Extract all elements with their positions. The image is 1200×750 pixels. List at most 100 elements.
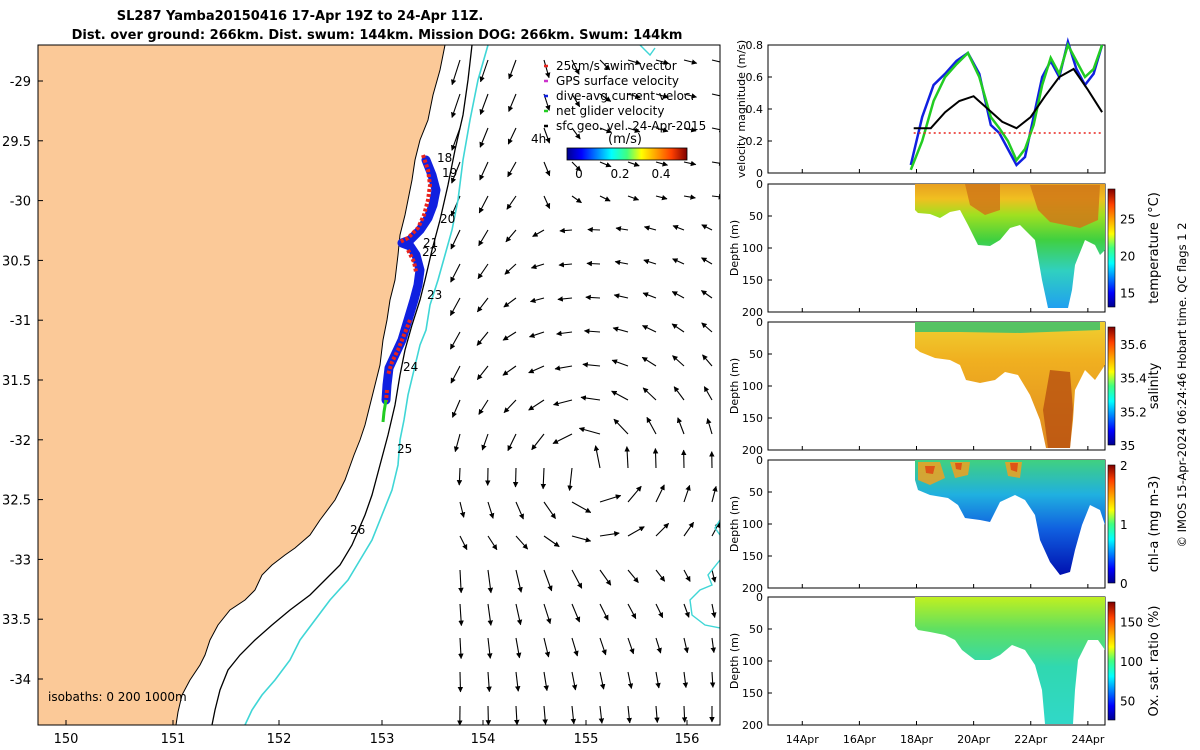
velocity-arrow [512, 467, 519, 488]
map-y-tick-label: -32 [10, 434, 31, 449]
isobath-1000m [244, 45, 489, 725]
velocity-arrow [711, 194, 720, 200]
velocity-arrow [682, 671, 689, 689]
velocity-arrow [655, 484, 665, 503]
chlorophyll-field [915, 460, 1105, 575]
velocity-arrow [642, 325, 657, 333]
isobath-0m [175, 45, 446, 725]
map-panel: 150 151 152 153 154 155 156 -29 29.5 -30 30.5 -31 3… [2, 44, 721, 747]
oxygen-section [767, 596, 1106, 726]
velocity-arrow [599, 531, 620, 537]
title-line-1: SL287 Yamba20150416 17-Apr 19Z to 24-Apr… [117, 9, 484, 24]
velocity-arrow [571, 59, 580, 75]
velocity-arrow [641, 356, 657, 367]
velocity-ylabel: velocity magnitude (m/s) [735, 40, 748, 178]
velocity-arrow [627, 127, 641, 133]
map-y-tick-label: -34 [10, 673, 31, 688]
depth-y-tick-label: 150 [742, 550, 763, 563]
depth-y-tick-label: 150 [742, 274, 763, 287]
velocity-arrow [571, 535, 592, 543]
velocity-arrow [504, 263, 517, 275]
map-x-tick-label: 154 [471, 732, 496, 747]
map-y-tick-label: 33.5 [2, 613, 31, 628]
salinity-low-surface [915, 322, 1100, 333]
section-colorbar-tick: 2 [1120, 459, 1128, 473]
velocity-series-line [909, 37, 1104, 168]
velocity-arrow [710, 637, 717, 654]
velocity-arrow [683, 127, 697, 133]
map-y-tick-label: 29.5 [2, 135, 31, 150]
depth-section-panels [767, 183, 1106, 726]
velocity-arrow [652, 447, 659, 469]
velocity-arrow [479, 59, 489, 83]
velocity-arrow [515, 535, 529, 550]
depth-y-tick-label: 100 [742, 242, 763, 255]
velocity-arrow [528, 365, 545, 374]
depth-y-tick-label: 100 [742, 380, 763, 393]
velocity-arrow [701, 257, 713, 265]
time-tick-label: 16Apr [843, 733, 877, 746]
velocity-arrow [557, 296, 573, 302]
velocity-arrow [528, 399, 545, 411]
velocity-arrow [655, 161, 669, 167]
velocity-arrow [709, 671, 716, 688]
velocity-arrow [450, 365, 461, 384]
velocity-arrow [449, 297, 461, 316]
velocity-arrow [450, 59, 461, 86]
velocity-arrow [681, 705, 688, 723]
velocity-y-tick-label: 0.8 [746, 39, 764, 52]
velocity-arrow [613, 418, 629, 435]
section-colorbar-tick: 15 [1120, 286, 1135, 300]
time-tick-label: 18Apr [900, 733, 934, 746]
velocity-arrow [506, 195, 517, 210]
section-colorbar-tick: 35.4 [1120, 372, 1147, 386]
velocity-arrow [505, 229, 517, 243]
velocity-arrow [487, 569, 494, 594]
velocity-arrow [571, 93, 581, 108]
velocity-arrow [683, 484, 691, 503]
velocity-arrow-field [449, 59, 720, 725]
track-day-label: 24 [403, 360, 418, 374]
velocity-arrow [552, 433, 573, 444]
velocity-arrow [711, 569, 717, 583]
velocity-arrow [508, 93, 517, 112]
speed-colorbar-tick: 0 [575, 167, 583, 181]
velocity-arrow [502, 331, 517, 341]
velocity-arrow [643, 225, 657, 231]
velocity-arrow [643, 258, 657, 265]
velocity-series-line [909, 41, 1104, 171]
speed-colorbar [566, 147, 688, 161]
velocity-arrow [701, 322, 713, 333]
velocity-arrow [458, 569, 464, 594]
dive-avg-track [381, 155, 441, 405]
track-day-label: 18 [437, 151, 452, 165]
swim-vector-track-south [384, 249, 418, 403]
depth-ylabel: Depth (m) [728, 358, 741, 414]
velocity-arrow [671, 291, 685, 299]
velocity-arrow [449, 331, 461, 350]
velocity-arrow [479, 93, 489, 116]
section-colorbar-label: temperature (°C) [1147, 192, 1162, 304]
velocity-arrow [478, 195, 489, 214]
credit-line: © IMOS 15-Apr-2024 06:24:46 Hobart time.… [1175, 222, 1189, 547]
map-x-tick-label: 152 [267, 732, 292, 747]
depth-y-tick-label: 50 [749, 348, 763, 361]
section-colorbar-tick: 50 [1120, 694, 1135, 708]
velocity-arrow [642, 292, 657, 299]
hour-label: 4h [531, 132, 546, 146]
velocity-arrow [711, 59, 720, 65]
legend-label: sfc geo. vel. 24-Apr-2015 [556, 119, 706, 133]
depth-y-tick-label: 200 [742, 582, 763, 595]
velocity-arrow [683, 59, 698, 65]
depth-y-tick-label: 200 [742, 719, 763, 732]
isobath-200m [211, 45, 473, 725]
section-colorbar-tick: 150 [1120, 616, 1143, 630]
velocity-arrow [477, 263, 489, 280]
oxygen-field [915, 597, 1105, 724]
section-colorbar-tick: 35 [1120, 439, 1135, 453]
velocity-arrow [599, 59, 611, 71]
velocity-arrow [611, 390, 629, 401]
map-x-tick-label: 150 [54, 732, 79, 747]
